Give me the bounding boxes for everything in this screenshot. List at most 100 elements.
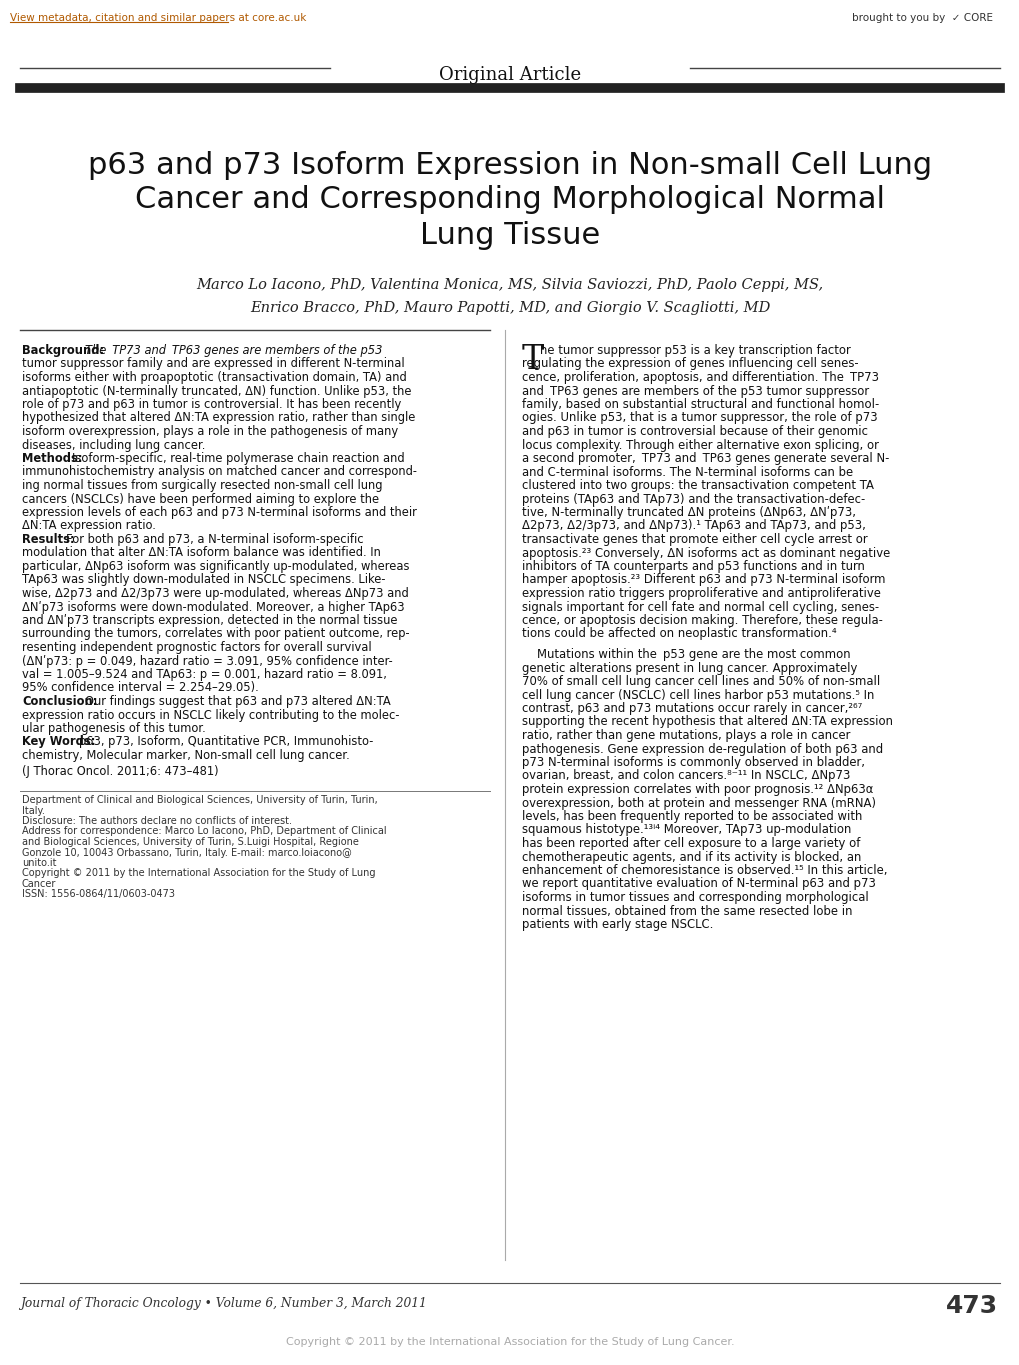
Text: signals important for cell fate and normal cell cycling, senes-: signals important for cell fate and norm… xyxy=(522,601,878,613)
Text: antiapoptotic (N-terminally truncated, ΔN) function. Unlike p53, the: antiapoptotic (N-terminally truncated, Δ… xyxy=(22,385,411,397)
Text: tions could be affected on neoplastic transformation.⁴: tions could be affected on neoplastic tr… xyxy=(522,628,836,640)
Text: cence, or apoptosis decision making. Therefore, these regula-: cence, or apoptosis decision making. The… xyxy=(522,614,882,627)
Text: Copyright © 2011 by the International Association for the Study of Lung Cancer.: Copyright © 2011 by the International As… xyxy=(285,1336,734,1347)
Text: he tumor suppressor p53 is a key transcription factor: he tumor suppressor p53 is a key transcr… xyxy=(539,344,850,358)
Text: genetic alterations present in lung cancer. Approximately: genetic alterations present in lung canc… xyxy=(522,662,857,674)
Text: Mutations within the  p53 gene are the most common: Mutations within the p53 gene are the mo… xyxy=(522,648,850,661)
Text: Disclosure: The authors declare no conflicts of interest.: Disclosure: The authors declare no confl… xyxy=(22,816,291,826)
Text: apoptosis.²³ Conversely, ΔN isoforms act as dominant negative: apoptosis.²³ Conversely, ΔN isoforms act… xyxy=(522,546,890,560)
Text: expression ratio occurs in NSCLC likely contributing to the molec-: expression ratio occurs in NSCLC likely … xyxy=(22,708,399,722)
Text: 473: 473 xyxy=(945,1294,997,1319)
Text: normal tissues, obtained from the same resected lobe in: normal tissues, obtained from the same r… xyxy=(522,905,852,917)
Text: isoforms in tumor tissues and corresponding morphological: isoforms in tumor tissues and correspond… xyxy=(522,891,868,904)
Text: unito.it: unito.it xyxy=(22,859,56,868)
Text: provided by Elsevier - Publisher Connector: provided by Elsevier - Publisher Connect… xyxy=(816,37,1009,46)
Text: Cancer: Cancer xyxy=(22,879,56,889)
Text: Cancer and Corresponding Morphological Normal: Cancer and Corresponding Morphological N… xyxy=(135,186,884,214)
Text: ISSN: 1556-0864/11/0603-0473: ISSN: 1556-0864/11/0603-0473 xyxy=(22,890,175,900)
Text: Italy.: Italy. xyxy=(22,805,45,815)
Text: inhibitors of TA counterparts and p53 functions and in turn: inhibitors of TA counterparts and p53 fu… xyxy=(522,560,864,573)
Text: regulating the expression of genes influencing cell senes-: regulating the expression of genes influ… xyxy=(522,358,858,370)
Text: Gonzole 10, 10043 Orbassano, Turin, Italy. E-mail: marco.loiacono@: Gonzole 10, 10043 Orbassano, Turin, Ital… xyxy=(22,848,352,857)
Text: and Biological Sciences, University of Turin, S.Luigi Hospital, Regione: and Biological Sciences, University of T… xyxy=(22,837,359,848)
Text: a second promoter,  TP73 and  TP63 genes generate several N-: a second promoter, TP73 and TP63 genes g… xyxy=(522,452,889,465)
Text: contrast, p63 and p73 mutations occur rarely in cancer,²⁶⁷: contrast, p63 and p73 mutations occur ra… xyxy=(522,702,861,715)
Text: immunohistochemistry analysis on matched cancer and correspond-: immunohistochemistry analysis on matched… xyxy=(22,465,417,479)
Text: val = 1.005–9.524 and TAp63: p = 0.001, hazard ratio = 8.091,: val = 1.005–9.524 and TAp63: p = 0.001, … xyxy=(22,667,386,681)
Text: ogies. Unlike p53, that is a tumor suppressor, the role of p73: ogies. Unlike p53, that is a tumor suppr… xyxy=(522,411,876,425)
Text: Journal of Thoracic Oncology • Volume 6, Number 3, March 2011: Journal of Thoracic Oncology • Volume 6,… xyxy=(20,1297,426,1310)
Text: we report quantitative evaluation of N-terminal p63 and p73: we report quantitative evaluation of N-t… xyxy=(522,878,875,890)
Text: Δ2p73, Δ2/3p73, and ΔNp73).¹ TAp63 and TAp73, and p53,: Δ2p73, Δ2/3p73, and ΔNp73).¹ TAp63 and T… xyxy=(522,520,865,532)
Text: chemistry, Molecular marker, Non-small cell lung cancer.: chemistry, Molecular marker, Non-small c… xyxy=(22,749,350,762)
Text: brought to you by  ✓ CORE: brought to you by ✓ CORE xyxy=(851,14,991,23)
Text: Enrico Bracco, PhD, Mauro Papotti, MD, and Giorgio V. Scagliotti, MD: Enrico Bracco, PhD, Mauro Papotti, MD, a… xyxy=(250,302,769,315)
Text: (ΔNʹp73: p = 0.049, hazard ratio = 3.091, 95% confidence inter-: (ΔNʹp73: p = 0.049, hazard ratio = 3.091… xyxy=(22,654,392,667)
Text: The  TP73 and  TP63 genes are members of the p53: The TP73 and TP63 genes are members of t… xyxy=(85,344,382,358)
Text: View metadata, citation and similar papers at core.ac.uk: View metadata, citation and similar pape… xyxy=(10,14,307,23)
Text: p63, p73, Isoform, Quantitative PCR, Immunohisto-: p63, p73, Isoform, Quantitative PCR, Imm… xyxy=(78,736,373,748)
Text: ΔNʹp73 isoforms were down-modulated. Moreover, a higher TAp63: ΔNʹp73 isoforms were down-modulated. Mor… xyxy=(22,601,405,613)
Text: protein expression correlates with poor prognosis.¹² ΔNp63α: protein expression correlates with poor … xyxy=(522,784,872,796)
Text: clustered into two groups: the transactivation competent TA: clustered into two groups: the transacti… xyxy=(522,479,873,491)
Text: p63 and p73 Isoform Expression in Non-small Cell Lung: p63 and p73 Isoform Expression in Non-sm… xyxy=(88,150,931,180)
Text: ing normal tissues from surgically resected non-small cell lung: ing normal tissues from surgically resec… xyxy=(22,479,382,491)
Text: levels, has been frequently reported to be associated with: levels, has been frequently reported to … xyxy=(522,809,861,823)
Text: isoform overexpression, plays a role in the pathogenesis of many: isoform overexpression, plays a role in … xyxy=(22,425,397,438)
Text: Key Words:: Key Words: xyxy=(22,736,96,748)
Text: and p63 in tumor is controversial because of their genomic: and p63 in tumor is controversial becaus… xyxy=(522,425,867,438)
Text: cancers (NSCLCs) have been performed aiming to explore the: cancers (NSCLCs) have been performed aim… xyxy=(22,493,379,505)
Text: overexpression, both at protein and messenger RNA (mRNA): overexpression, both at protein and mess… xyxy=(522,797,875,809)
Text: ular pathogenesis of this tumor.: ular pathogenesis of this tumor. xyxy=(22,722,206,734)
Text: pathogenesis. Gene expression de-regulation of both p63 and: pathogenesis. Gene expression de-regulat… xyxy=(522,743,882,755)
Text: Methods:: Methods: xyxy=(22,452,83,465)
Text: Background:: Background: xyxy=(22,344,104,358)
Text: Original Article: Original Article xyxy=(438,66,581,85)
Text: Conclusion:: Conclusion: xyxy=(22,695,97,708)
Text: and C-terminal isoforms. The N-terminal isoforms can be: and C-terminal isoforms. The N-terminal … xyxy=(522,465,852,479)
Text: 95% confidence interval = 2.254–29.05).: 95% confidence interval = 2.254–29.05). xyxy=(22,681,259,695)
Text: wise, Δ2p73 and Δ2/3p73 were up-modulated, whereas ΔNp73 and: wise, Δ2p73 and Δ2/3p73 were up-modulate… xyxy=(22,587,409,601)
Text: Marco Lo Iacono, PhD, Valentina Monica, MS, Silvia Saviozzi, PhD, Paolo Ceppi, M: Marco Lo Iacono, PhD, Valentina Monica, … xyxy=(197,278,822,292)
Text: (J Thorac Oncol. 2011;6: 473–481): (J Thorac Oncol. 2011;6: 473–481) xyxy=(22,766,218,778)
Text: modulation that alter ΔN:TA isoform balance was identified. In: modulation that alter ΔN:TA isoform bala… xyxy=(22,546,380,560)
Text: resenting independent prognostic factors for overall survival: resenting independent prognostic factors… xyxy=(22,642,371,654)
Text: family, based on substantial structural and functional homol-: family, based on substantial structural … xyxy=(522,399,878,411)
Text: supporting the recent hypothesis that altered ΔN:TA expression: supporting the recent hypothesis that al… xyxy=(522,715,892,729)
Text: ΔN:TA expression ratio.: ΔN:TA expression ratio. xyxy=(22,520,156,532)
Text: T: T xyxy=(522,344,544,375)
Text: squamous histotype.¹³ⁱ⁴ Moreover, TAp73 up-modulation: squamous histotype.¹³ⁱ⁴ Moreover, TAp73 … xyxy=(522,823,851,837)
Text: patients with early stage NSCLC.: patients with early stage NSCLC. xyxy=(522,919,712,931)
Text: expression ratio triggers proproliferative and antiproliferative: expression ratio triggers proproliferati… xyxy=(522,587,880,601)
Text: enhancement of chemoresistance is observed.¹⁵ In this article,: enhancement of chemoresistance is observ… xyxy=(522,864,887,876)
Text: Our findings suggest that p63 and p73 altered ΔN:TA: Our findings suggest that p63 and p73 al… xyxy=(85,695,390,708)
Text: has been reported after cell exposure to a large variety of: has been reported after cell exposure to… xyxy=(522,837,860,850)
Text: isoforms either with proapoptotic (transactivation domain, TA) and: isoforms either with proapoptotic (trans… xyxy=(22,371,407,384)
Text: particular, ΔNp63 isoform was significantly up-modulated, whereas: particular, ΔNp63 isoform was significan… xyxy=(22,560,409,573)
Text: surrounding the tumors, correlates with poor patient outcome, rep-: surrounding the tumors, correlates with … xyxy=(22,628,410,640)
Text: TAp63 was slightly down-modulated in NSCLC specimens. Like-: TAp63 was slightly down-modulated in NSC… xyxy=(22,573,385,587)
Text: Copyright © 2011 by the International Association for the Study of Lung: Copyright © 2011 by the International As… xyxy=(22,868,375,879)
Text: locus complexity. Through either alternative exon splicing, or: locus complexity. Through either alterna… xyxy=(522,438,878,452)
Text: hamper apoptosis.²³ Different p63 and p73 N-terminal isoform: hamper apoptosis.²³ Different p63 and p7… xyxy=(522,573,884,587)
Text: For both p63 and p73, a N-terminal isoform-specific: For both p63 and p73, a N-terminal isofo… xyxy=(66,532,363,546)
Text: tive, N-terminally truncated ΔN proteins (ΔNp63, ΔNʹp73,: tive, N-terminally truncated ΔN proteins… xyxy=(522,506,855,519)
Text: cell lung cancer (NSCLC) cell lines harbor p53 mutations.⁵ In: cell lung cancer (NSCLC) cell lines harb… xyxy=(522,688,873,702)
Text: p73 N-terminal isoforms is commonly observed in bladder,: p73 N-terminal isoforms is commonly obse… xyxy=(522,756,864,768)
Text: ratio, rather than gene mutations, plays a role in cancer: ratio, rather than gene mutations, plays… xyxy=(522,729,850,743)
Text: 70% of small cell lung cancer cell lines and 50% of non-small: 70% of small cell lung cancer cell lines… xyxy=(522,676,879,688)
Text: diseases, including lung cancer.: diseases, including lung cancer. xyxy=(22,438,205,452)
Text: ovarian, breast, and colon cancers.⁸⁻¹¹ In NSCLC, ΔNp73: ovarian, breast, and colon cancers.⁸⁻¹¹ … xyxy=(522,770,850,782)
Text: and ΔNʹp73 transcripts expression, detected in the normal tissue: and ΔNʹp73 transcripts expression, detec… xyxy=(22,614,397,627)
Text: transactivate genes that promote either cell cycle arrest or: transactivate genes that promote either … xyxy=(522,532,867,546)
Text: expression levels of each p63 and p73 N-terminal isoforms and their: expression levels of each p63 and p73 N-… xyxy=(22,506,417,519)
Text: and  TP63 genes are members of the p53 tumor suppressor: and TP63 genes are members of the p53 tu… xyxy=(522,385,868,397)
Text: role of p73 and p63 in tumor is controversial. It has been recently: role of p73 and p63 in tumor is controve… xyxy=(22,399,400,411)
Text: hypothesized that altered ΔN:TA expression ratio, rather than single: hypothesized that altered ΔN:TA expressi… xyxy=(22,411,415,425)
Text: chemotherapeutic agents, and if its activity is blocked, an: chemotherapeutic agents, and if its acti… xyxy=(522,850,860,864)
Text: Address for correspondence: Marco Lo Iacono, PhD, Department of Clinical: Address for correspondence: Marco Lo Iac… xyxy=(22,826,386,837)
Text: proteins (TAp63 and TAp73) and the transactivation-defec-: proteins (TAp63 and TAp73) and the trans… xyxy=(522,493,864,505)
Text: tumor suppressor family and are expressed in different N-terminal: tumor suppressor family and are expresse… xyxy=(22,358,405,370)
Text: Lung Tissue: Lung Tissue xyxy=(420,221,599,250)
Text: Results:: Results: xyxy=(22,532,74,546)
